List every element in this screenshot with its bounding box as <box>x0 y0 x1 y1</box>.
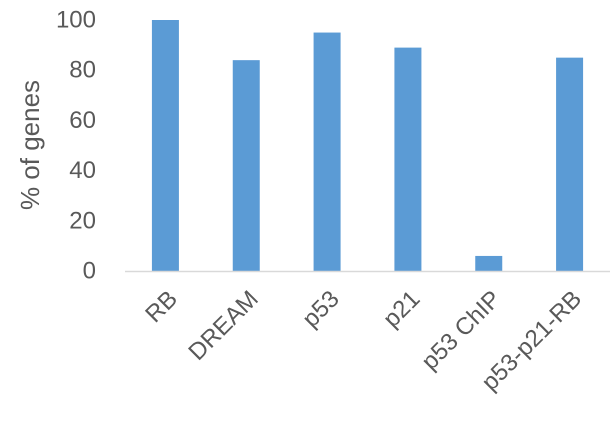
bar <box>151 20 179 271</box>
bars <box>151 20 584 272</box>
x-tick-label: RB <box>140 285 183 328</box>
y-axis-ticks: 0 20 40 60 80 100 <box>56 7 96 285</box>
x-tick-label: p21 <box>378 285 425 332</box>
bar <box>394 47 422 271</box>
y-tick-label: 80 <box>69 57 96 84</box>
bar <box>475 255 503 271</box>
bar <box>232 60 260 271</box>
bar <box>556 57 584 272</box>
bar <box>313 32 341 271</box>
y-tick-label: 100 <box>56 7 96 34</box>
y-tick-label: 40 <box>69 157 96 184</box>
y-tick-label: 0 <box>83 258 96 285</box>
x-tick-label: DREAM <box>183 285 263 365</box>
y-tick-label: 20 <box>69 207 96 234</box>
y-axis-title: % of genes <box>15 80 45 210</box>
x-tick-label: p53 <box>297 285 344 332</box>
y-tick-label: 60 <box>69 107 96 134</box>
